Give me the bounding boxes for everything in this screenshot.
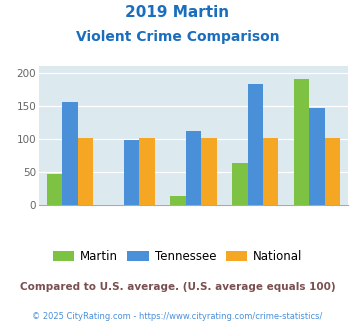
Text: © 2025 CityRating.com - https://www.cityrating.com/crime-statistics/: © 2025 CityRating.com - https://www.city… [32, 312, 323, 321]
Bar [263, 138, 278, 205]
Bar [140, 138, 155, 205]
Bar [247, 84, 263, 205]
Bar [201, 138, 217, 205]
Bar [78, 138, 93, 205]
Bar [186, 131, 201, 205]
Bar [47, 174, 62, 205]
Bar [325, 138, 340, 205]
Bar [294, 79, 309, 205]
Bar [170, 196, 186, 205]
Text: 2019 Martin: 2019 Martin [125, 5, 230, 20]
Bar [124, 140, 140, 205]
Bar [232, 163, 247, 205]
Text: Violent Crime Comparison: Violent Crime Comparison [76, 30, 279, 44]
Legend: Martin, Tennessee, National: Martin, Tennessee, National [48, 245, 307, 268]
Bar [309, 108, 325, 205]
Bar [62, 102, 78, 205]
Text: Compared to U.S. average. (U.S. average equals 100): Compared to U.S. average. (U.S. average … [20, 282, 335, 292]
